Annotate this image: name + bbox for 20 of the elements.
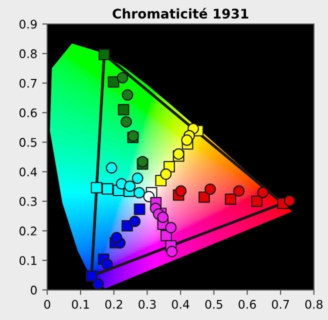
x-tick-label: 0.8 (305, 300, 322, 309)
y-tick-label: 0.7 (20, 78, 36, 88)
x-tick-label: 0.1 (72, 300, 89, 309)
chart-title: Chromaticité 1931 (112, 8, 248, 19)
y-tick-label: 0.9 (20, 20, 37, 29)
x-tick-label: 0.5 (205, 300, 222, 309)
x-tick-label: 0.6 (238, 300, 256, 309)
y-tick-label: 0.2 (20, 226, 36, 236)
x-tick-label: 0 (44, 300, 50, 309)
y-tick-label: 0.3 (20, 197, 37, 206)
y-tick-label: 0.5 (20, 138, 36, 147)
y-tick-label: 0.1 (20, 256, 36, 266)
y-tick-label: 0.4 (20, 167, 37, 176)
y-tick-label: 0.6 (20, 108, 37, 118)
x-tick-label: 0.4 (172, 300, 190, 309)
x-tick-label: 0.2 (105, 300, 122, 309)
y-tick-label: 0.8 (20, 49, 37, 58)
y-tick-label: 0 (30, 286, 37, 295)
x-tick-label: 0.7 (272, 300, 289, 309)
x-tick-label: 0.3 (138, 300, 156, 309)
